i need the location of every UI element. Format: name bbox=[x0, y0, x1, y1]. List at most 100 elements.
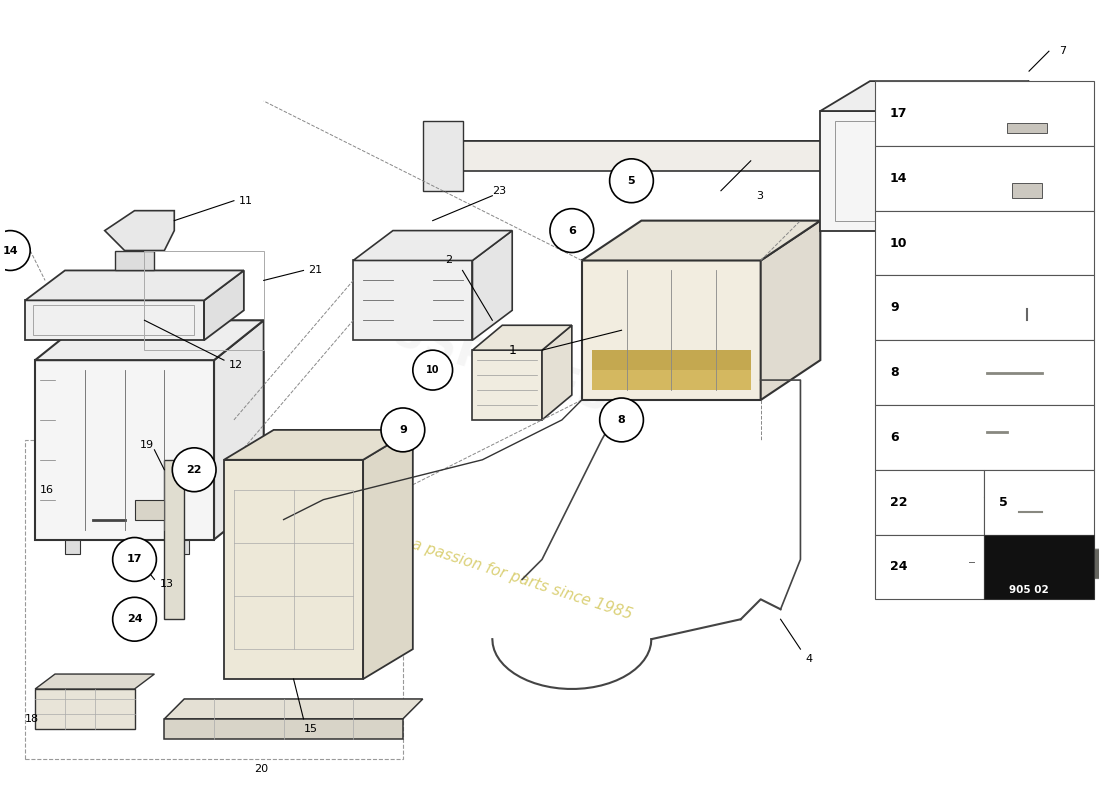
Polygon shape bbox=[473, 230, 513, 340]
Polygon shape bbox=[422, 121, 462, 190]
Text: 17: 17 bbox=[126, 554, 142, 565]
Circle shape bbox=[1008, 228, 1027, 248]
Circle shape bbox=[813, 149, 827, 163]
Polygon shape bbox=[104, 210, 174, 250]
Text: 22: 22 bbox=[890, 496, 908, 509]
Polygon shape bbox=[979, 81, 1028, 230]
Circle shape bbox=[1015, 97, 1040, 121]
Text: 12: 12 bbox=[229, 360, 243, 370]
Circle shape bbox=[412, 350, 452, 390]
Polygon shape bbox=[353, 261, 473, 340]
Polygon shape bbox=[592, 370, 750, 390]
Polygon shape bbox=[840, 141, 860, 181]
Text: 11: 11 bbox=[239, 196, 253, 206]
Text: 23: 23 bbox=[493, 186, 506, 196]
Circle shape bbox=[600, 398, 643, 442]
Polygon shape bbox=[542, 326, 572, 420]
Polygon shape bbox=[874, 470, 984, 534]
Circle shape bbox=[1005, 410, 1049, 454]
Circle shape bbox=[777, 149, 791, 163]
Polygon shape bbox=[174, 539, 189, 554]
Polygon shape bbox=[114, 250, 154, 270]
Text: 18: 18 bbox=[25, 714, 40, 724]
Polygon shape bbox=[224, 460, 363, 679]
Text: 8: 8 bbox=[890, 366, 899, 379]
Circle shape bbox=[242, 527, 266, 551]
Circle shape bbox=[1008, 148, 1047, 188]
Text: 20: 20 bbox=[254, 764, 268, 774]
Text: 6: 6 bbox=[890, 431, 899, 444]
Circle shape bbox=[631, 149, 645, 163]
Polygon shape bbox=[462, 141, 860, 151]
Circle shape bbox=[1005, 276, 1049, 320]
Polygon shape bbox=[214, 320, 264, 539]
Text: GUSPARES: GUSPARES bbox=[350, 298, 615, 422]
Polygon shape bbox=[224, 430, 412, 460]
Polygon shape bbox=[996, 213, 1038, 263]
Polygon shape bbox=[592, 350, 750, 370]
Polygon shape bbox=[164, 460, 184, 619]
Polygon shape bbox=[473, 350, 542, 420]
Text: 24: 24 bbox=[890, 561, 908, 574]
Polygon shape bbox=[874, 210, 1093, 275]
Text: 4: 4 bbox=[805, 654, 813, 664]
Polygon shape bbox=[35, 360, 214, 539]
Circle shape bbox=[595, 149, 608, 163]
Text: 22: 22 bbox=[186, 465, 202, 474]
Circle shape bbox=[521, 149, 536, 163]
Text: 5: 5 bbox=[628, 176, 636, 186]
Polygon shape bbox=[821, 111, 979, 230]
Text: 10: 10 bbox=[426, 365, 440, 375]
Text: 9: 9 bbox=[890, 302, 899, 314]
Circle shape bbox=[0, 230, 30, 270]
Text: 9: 9 bbox=[399, 425, 407, 435]
Polygon shape bbox=[363, 430, 412, 679]
Polygon shape bbox=[1008, 123, 1047, 134]
Polygon shape bbox=[25, 270, 244, 300]
Text: 15: 15 bbox=[304, 724, 318, 734]
Circle shape bbox=[242, 598, 266, 622]
Text: 1: 1 bbox=[508, 344, 516, 357]
Polygon shape bbox=[353, 230, 513, 261]
Circle shape bbox=[1055, 493, 1072, 511]
Circle shape bbox=[559, 149, 572, 163]
Text: 19: 19 bbox=[140, 440, 154, 450]
Polygon shape bbox=[164, 719, 403, 739]
Polygon shape bbox=[761, 221, 821, 400]
Polygon shape bbox=[35, 674, 154, 689]
Polygon shape bbox=[1089, 549, 1100, 578]
Text: a passion for parts since 1985: a passion for parts since 1985 bbox=[410, 537, 635, 622]
Circle shape bbox=[112, 538, 156, 582]
Text: 14: 14 bbox=[2, 246, 18, 255]
Polygon shape bbox=[134, 500, 164, 519]
Polygon shape bbox=[462, 141, 840, 170]
Text: 24: 24 bbox=[126, 614, 142, 624]
Polygon shape bbox=[582, 261, 761, 400]
Text: 21: 21 bbox=[308, 266, 322, 275]
Circle shape bbox=[57, 502, 92, 538]
Text: 16: 16 bbox=[40, 485, 54, 494]
Text: 13: 13 bbox=[160, 579, 174, 590]
Circle shape bbox=[704, 149, 718, 163]
Circle shape bbox=[1042, 480, 1086, 524]
Polygon shape bbox=[1019, 534, 1100, 594]
Text: 6: 6 bbox=[568, 226, 575, 235]
Circle shape bbox=[381, 408, 425, 452]
Polygon shape bbox=[205, 270, 244, 340]
Polygon shape bbox=[35, 689, 134, 729]
Circle shape bbox=[485, 149, 499, 163]
Circle shape bbox=[65, 420, 104, 460]
Polygon shape bbox=[874, 405, 1093, 470]
Text: 14: 14 bbox=[890, 172, 908, 185]
Circle shape bbox=[609, 159, 653, 202]
Polygon shape bbox=[874, 275, 1093, 340]
Circle shape bbox=[117, 512, 132, 527]
Text: 2: 2 bbox=[446, 255, 452, 266]
Text: 8: 8 bbox=[618, 415, 626, 425]
Text: 5: 5 bbox=[999, 496, 1008, 509]
Polygon shape bbox=[874, 534, 984, 599]
Text: 905 02: 905 02 bbox=[1009, 585, 1049, 594]
Polygon shape bbox=[582, 221, 821, 261]
Circle shape bbox=[668, 149, 682, 163]
Circle shape bbox=[740, 149, 755, 163]
